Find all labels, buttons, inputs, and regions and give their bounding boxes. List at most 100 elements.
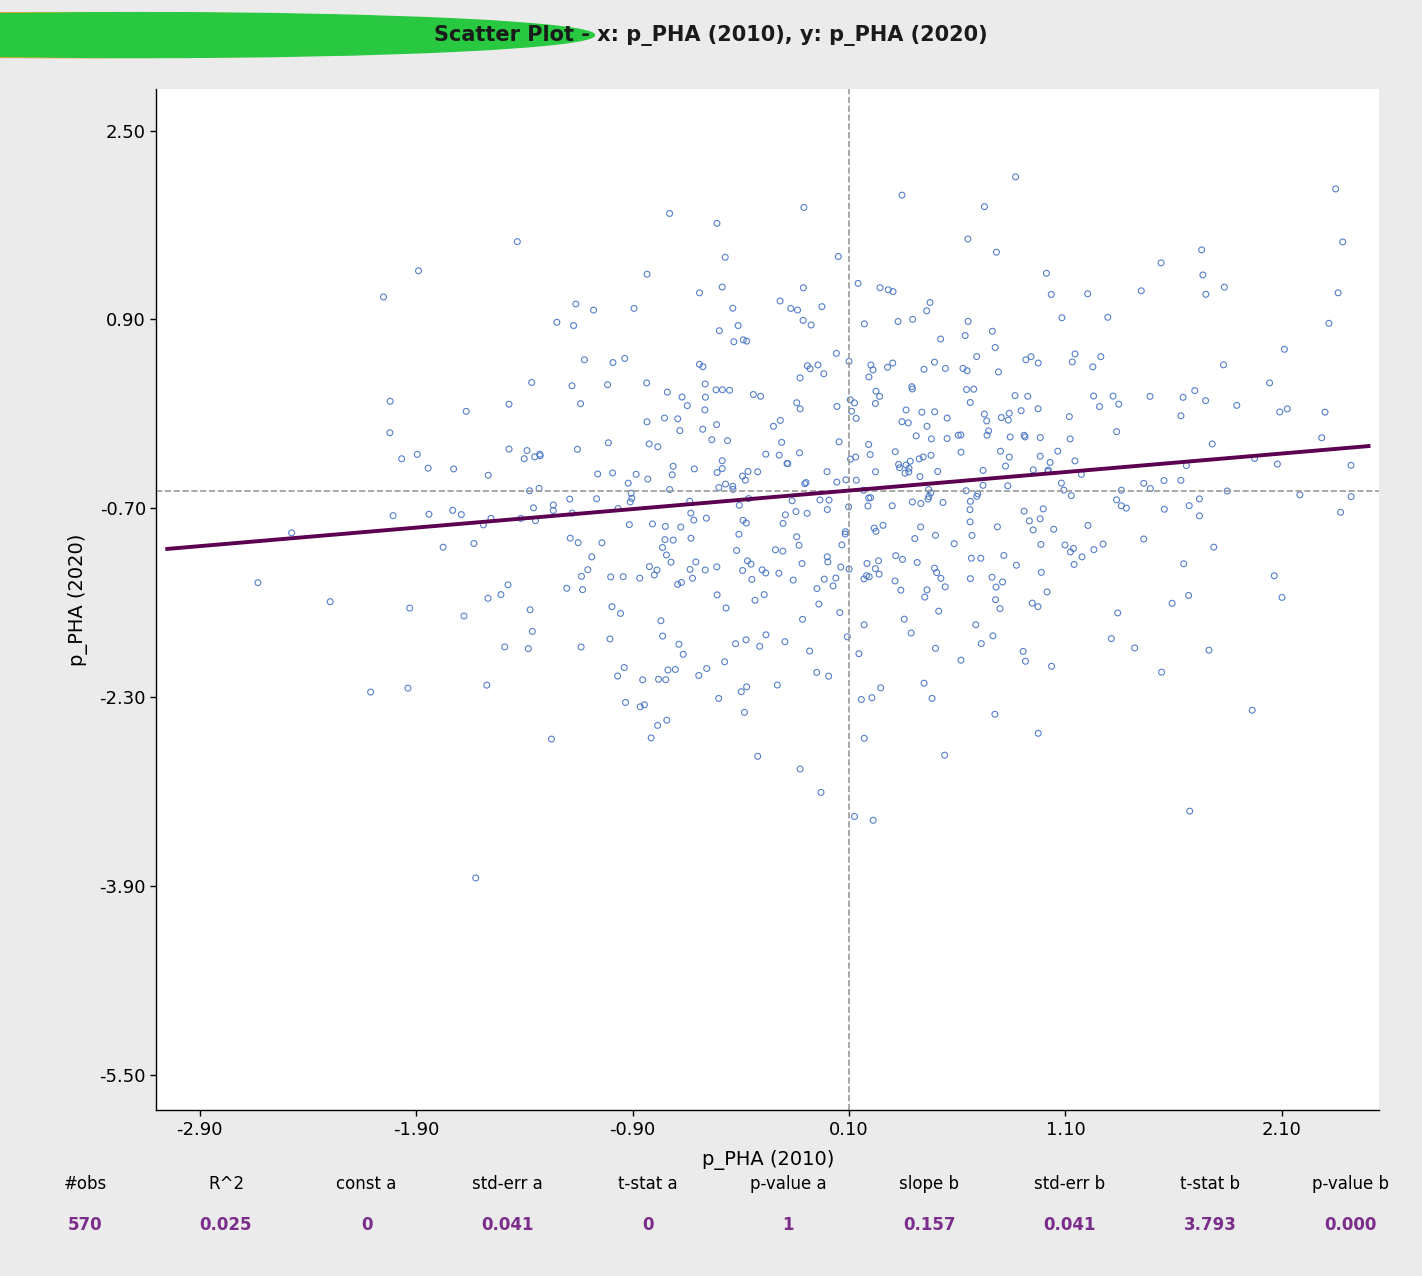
Point	[607, 498, 630, 518]
Point	[678, 491, 701, 512]
Point	[1268, 402, 1291, 422]
Point	[657, 660, 680, 680]
Point	[998, 447, 1021, 467]
Point	[845, 408, 867, 429]
Point	[1022, 519, 1045, 540]
Point	[654, 517, 677, 537]
Text: std-err a: std-err a	[472, 1175, 543, 1193]
Point	[988, 598, 1011, 619]
Point	[735, 513, 758, 533]
Text: 0.025: 0.025	[199, 1216, 252, 1234]
Point	[855, 565, 877, 586]
Point	[909, 517, 931, 537]
Point	[1150, 662, 1173, 683]
Point	[991, 572, 1014, 592]
Point	[893, 609, 916, 629]
Point	[985, 517, 1008, 537]
Point	[859, 487, 882, 508]
Point	[1076, 516, 1099, 536]
Point	[970, 633, 993, 653]
Circle shape	[0, 13, 594, 57]
Point	[816, 499, 839, 519]
Point	[917, 486, 940, 507]
Point	[684, 551, 707, 572]
Point	[775, 453, 798, 473]
Text: #obs: #obs	[64, 1175, 107, 1193]
Point	[493, 637, 516, 657]
Point	[904, 426, 927, 447]
Point	[931, 493, 954, 513]
Point	[475, 675, 498, 695]
Point	[781, 490, 803, 510]
Point	[838, 351, 860, 371]
Point	[737, 550, 759, 570]
Point	[789, 759, 812, 780]
Point	[956, 379, 978, 399]
Point	[1101, 628, 1123, 648]
Point	[853, 314, 876, 334]
Point	[687, 665, 710, 685]
Point	[522, 498, 545, 518]
Point	[788, 443, 811, 463]
Point	[1035, 582, 1058, 602]
Point	[1327, 282, 1349, 302]
Point	[902, 491, 924, 512]
Point	[856, 554, 879, 574]
Point	[958, 491, 981, 512]
Point	[498, 439, 520, 459]
Point	[838, 559, 860, 579]
Point	[774, 504, 796, 524]
Point	[705, 584, 728, 605]
Point	[936, 408, 958, 429]
Point	[629, 568, 651, 588]
Text: 0.000: 0.000	[1325, 1216, 1376, 1234]
Point	[923, 402, 946, 422]
Point	[865, 393, 887, 413]
Point	[1027, 723, 1049, 744]
Point	[1192, 264, 1214, 285]
Point	[782, 570, 805, 591]
Circle shape	[0, 13, 552, 57]
Point	[970, 549, 993, 569]
Point	[638, 434, 661, 454]
Point	[1330, 501, 1352, 522]
Point	[917, 480, 940, 500]
Point	[613, 348, 636, 369]
Point	[721, 299, 744, 319]
Point	[586, 489, 609, 509]
Point	[975, 411, 998, 431]
Point	[903, 528, 926, 549]
Point	[865, 559, 887, 579]
Point	[818, 490, 840, 510]
Point	[694, 399, 717, 420]
Point	[859, 355, 882, 375]
Text: 3.793: 3.793	[1185, 1216, 1237, 1234]
Point	[852, 480, 875, 500]
Point	[975, 425, 998, 445]
Point	[570, 637, 593, 657]
Point	[766, 675, 789, 695]
Point	[1105, 490, 1128, 510]
Point	[246, 573, 269, 593]
Point	[890, 185, 913, 205]
Point	[960, 547, 983, 568]
Point	[853, 729, 876, 749]
Point	[688, 282, 711, 302]
Point	[1310, 427, 1332, 448]
Point	[658, 480, 681, 500]
Point	[708, 320, 731, 341]
Point	[418, 504, 441, 524]
Point	[1082, 356, 1105, 376]
Point	[897, 462, 920, 482]
Point	[678, 559, 701, 579]
Point	[845, 447, 867, 467]
Point	[916, 579, 939, 600]
Point	[1030, 535, 1052, 555]
Point	[1032, 499, 1055, 519]
Point	[381, 505, 404, 526]
Point	[1017, 387, 1039, 407]
Point	[779, 299, 802, 319]
Point	[398, 598, 421, 619]
Point	[661, 456, 684, 476]
Point	[737, 489, 759, 509]
